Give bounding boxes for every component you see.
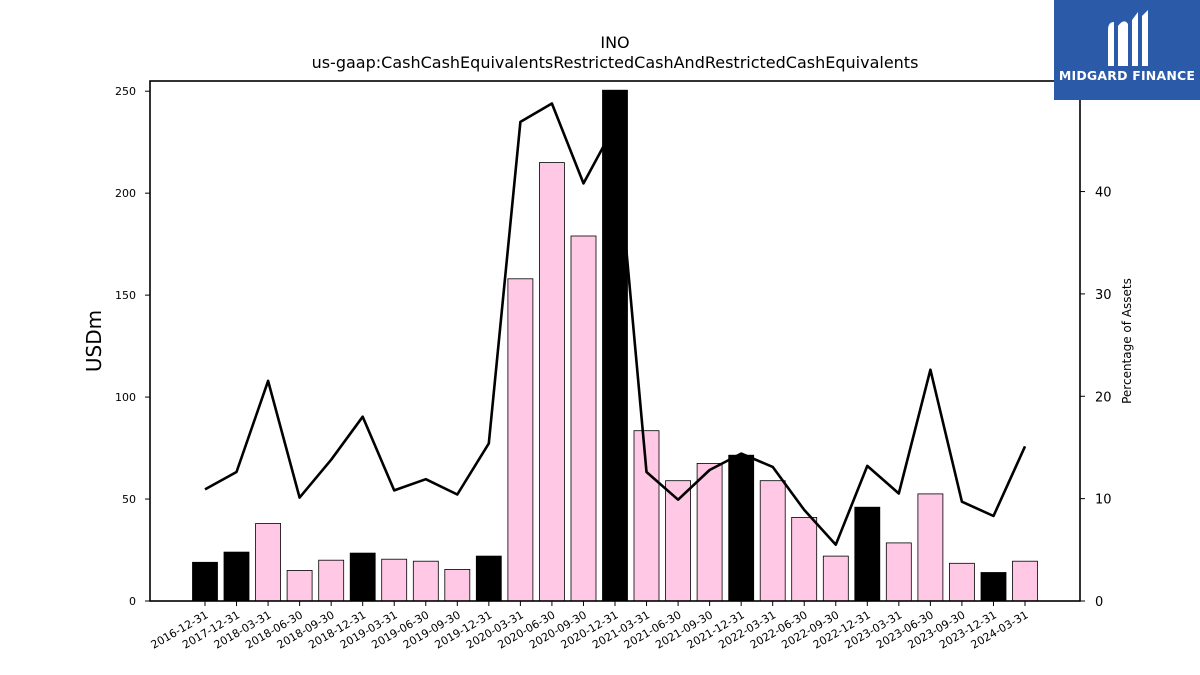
y2-tick-label: 20 xyxy=(1095,390,1112,405)
y2-axis-label: Percentage of Assets xyxy=(1120,278,1134,404)
midgard-logo-icon xyxy=(1108,10,1148,66)
bar-2024-03-31 xyxy=(1012,560,1038,602)
chart-title: INO xyxy=(600,33,629,52)
logo: MIDGARD FINANCE xyxy=(1054,0,1200,100)
bar-2022-09-30 xyxy=(822,555,849,602)
x-axis: 2016-12-312017-12-312018-03-312018-06-30… xyxy=(149,601,1031,652)
bar-2018-06-30 xyxy=(286,570,313,602)
y-axis-left: 0 50 100 150 200 250 xyxy=(115,85,150,608)
y-tick-label: 200 xyxy=(115,187,136,200)
bar-2019-06-30 xyxy=(412,560,439,602)
bar-2023-06-30 xyxy=(917,493,944,602)
bar-2023-03-31 xyxy=(885,542,912,602)
y-tick-label: 150 xyxy=(115,289,136,302)
bar-2018-09-30 xyxy=(318,559,345,602)
y2-tick-label: 30 xyxy=(1095,288,1112,303)
bar-2021-09-30 xyxy=(696,462,723,602)
y-axis-label: USDm xyxy=(82,310,106,372)
line-layer xyxy=(204,102,1027,547)
bar-2023-12-31 xyxy=(980,572,1007,602)
bar-2018-12-31 xyxy=(349,552,376,602)
bar-2017-12-31 xyxy=(223,551,250,602)
bar-2020-06-30 xyxy=(539,162,565,602)
bar-2022-06-30 xyxy=(791,517,818,602)
chart-subtitle: us-gaap:CashCashEquivalentsRestrictedCas… xyxy=(312,53,919,72)
bar-2019-12-31 xyxy=(475,555,502,602)
y2-tick-label: 40 xyxy=(1095,186,1112,201)
y2-tick-label: 0 xyxy=(1095,595,1103,610)
bar-2023-09-30 xyxy=(949,562,975,602)
bar-2020-03-31 xyxy=(507,278,534,602)
bar-2020-09-30 xyxy=(570,235,597,602)
bar-2021-03-31 xyxy=(633,430,660,602)
bars-layer xyxy=(192,89,1038,602)
bar-2020-12-31 xyxy=(602,89,628,602)
bar-2022-03-31 xyxy=(759,480,786,602)
bar-2019-09-30 xyxy=(444,569,471,602)
bar-2016-12-31 xyxy=(192,561,218,602)
bar-2021-12-31 xyxy=(728,454,755,602)
y-tick-label: 50 xyxy=(122,493,136,506)
bar-2019-03-31 xyxy=(381,558,408,602)
y-tick-label: 0 xyxy=(129,595,136,608)
y-tick-label: 100 xyxy=(115,391,136,404)
bar-2022-12-31 xyxy=(854,506,881,602)
y-tick-label: 250 xyxy=(115,85,136,98)
y2-tick-label: 10 xyxy=(1095,493,1112,508)
y-axis-right: 0 10 20 30 40 xyxy=(1080,186,1112,610)
bar-2018-03-31 xyxy=(255,523,282,602)
percentage-line xyxy=(204,102,1027,547)
logo-text: MIDGARD FINANCE xyxy=(1058,68,1196,83)
